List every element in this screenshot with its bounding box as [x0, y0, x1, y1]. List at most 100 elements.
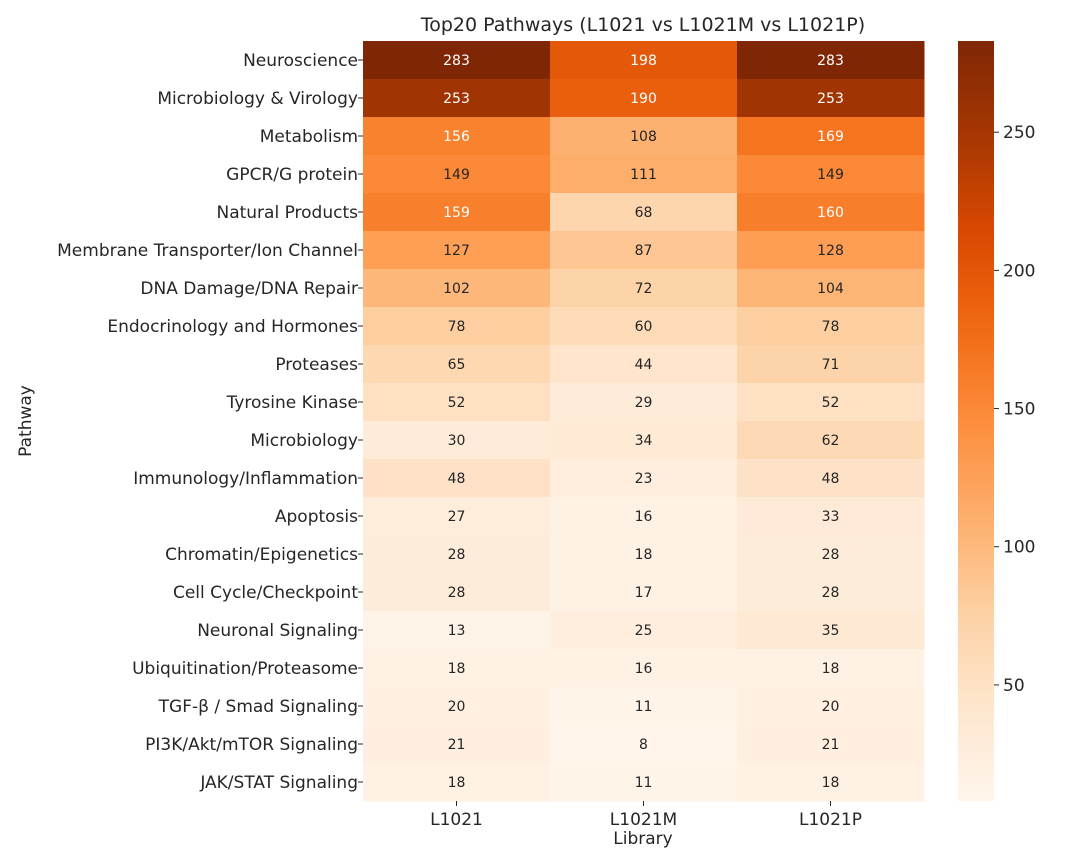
cell-value-label: 253: [443, 91, 470, 107]
cell-value-label: 18: [822, 775, 840, 791]
heatmap-cell: [737, 421, 925, 460]
heatmap-cell: [363, 459, 551, 498]
y-tick-label: GPCR/G protein: [226, 165, 358, 185]
heatmap-cell: [550, 117, 738, 156]
cell-value-label: 48: [448, 471, 466, 487]
heatmap-cell: [363, 649, 551, 688]
heatmap-cell: [737, 193, 925, 232]
heatmap-cell: [737, 117, 925, 156]
cell-value-label: 11: [635, 699, 653, 715]
heatmap-cell: [737, 155, 925, 194]
cell-value-label: 18: [448, 775, 466, 791]
y-tick-label: PI3K/Akt/mTOR Signaling: [145, 735, 358, 755]
x-tick-label: L1021: [430, 810, 483, 830]
y-tick-label: Membrane Transporter/Ion Channel: [57, 241, 358, 261]
y-tick-label: Chromatin/Epigenetics: [165, 545, 358, 565]
heatmap-cell: [363, 269, 551, 308]
cell-value-label: 28: [822, 547, 840, 563]
heatmap-cell: [737, 687, 925, 726]
heatmap-cell: [363, 307, 551, 346]
cell-value-label: 102: [443, 281, 470, 297]
colorbar-tick-label: 50: [1003, 676, 1025, 696]
cell-value-label: 18: [635, 547, 653, 563]
heatmap-cell: [737, 535, 925, 574]
y-tick-label: Apoptosis: [275, 507, 358, 527]
heatmap-cell: [363, 535, 551, 574]
y-tick-labels: Neuroscience Microbiology & Virology Metab…: [57, 51, 363, 793]
cell-value-label: 111: [630, 167, 657, 183]
colorbar-tick-label: 250: [1003, 123, 1035, 143]
cell-value-label: 104: [817, 281, 844, 297]
cell-value-label: 52: [822, 395, 840, 411]
heatmap-cell: [363, 573, 551, 612]
cell-value-label: 11: [635, 775, 653, 791]
y-tick-label: Immunology/Inflammation: [133, 469, 358, 489]
cell-value-label: 16: [635, 661, 653, 677]
cell-value-label: 149: [817, 167, 844, 183]
cell-value-label: 78: [448, 319, 466, 335]
cell-value-label: 23: [635, 471, 653, 487]
heatmap-cell: [363, 345, 551, 384]
cell-value-label: 20: [822, 699, 840, 715]
heatmap-cell: [737, 383, 925, 422]
cell-value-label: 20: [448, 699, 466, 715]
cell-value-label: 127: [443, 243, 470, 259]
heatmap-cell: [550, 193, 738, 232]
cell-value-label: 30: [448, 433, 466, 449]
cell-value-label: 27: [448, 509, 466, 525]
heatmap-cell: [737, 345, 925, 384]
cell-value-label: 71: [822, 357, 840, 373]
x-tick-label: L1021M: [610, 810, 677, 830]
y-tick-label: Endocrinology and Hormones: [107, 317, 358, 337]
y-tick-label: Neuronal Signaling: [197, 621, 358, 641]
heatmap-cell: [363, 497, 551, 536]
heatmap-cell: [363, 117, 551, 156]
x-axis-label: Library: [613, 829, 672, 849]
cell-value-label: 253: [817, 91, 844, 107]
y-tick-label: DNA Damage/DNA Repair: [140, 279, 358, 299]
heatmap-cell: [363, 725, 551, 764]
cell-value-label: 108: [630, 129, 657, 145]
cell-value-label: 28: [822, 585, 840, 601]
cell-value-label: 283: [443, 53, 470, 69]
cell-value-label: 28: [448, 585, 466, 601]
heatmap-cell: [737, 611, 925, 650]
cell-value-label: 198: [630, 53, 657, 69]
heatmap-cell: [550, 231, 738, 270]
heatmap-cell: [550, 269, 738, 308]
heatmap-cell: [737, 725, 925, 764]
cell-value-label: 52: [448, 395, 466, 411]
colorbar-tick-label: 100: [1003, 538, 1035, 558]
colorbar: [958, 41, 994, 801]
heatmap-cell: [550, 497, 738, 536]
colorbar-ticks: 50 100 150 200 250: [994, 123, 1035, 696]
heatmap-cell: [550, 345, 738, 384]
cell-value-label: 62: [822, 433, 840, 449]
cell-value-label: 44: [635, 357, 653, 373]
heatmap-cell: [550, 535, 738, 574]
cell-value-label: 48: [822, 471, 840, 487]
heatmap-cell: [737, 763, 925, 802]
x-tick-label: L1021P: [799, 810, 862, 830]
heatmap-cell: [550, 687, 738, 726]
y-tick-label: Cell Cycle/Checkpoint: [173, 583, 358, 603]
x-tick-labels: L1021 L1021M L1021P: [430, 801, 862, 830]
heatmap-cell: [737, 269, 925, 308]
heatmap-cell: [363, 687, 551, 726]
cell-value-label: 169: [817, 129, 844, 145]
cell-value-label: 283: [817, 53, 844, 69]
heatmap-cell: [363, 155, 551, 194]
cell-value-label: 35: [822, 623, 840, 639]
cell-value-label: 18: [448, 661, 466, 677]
heatmap-cell: [550, 649, 738, 688]
y-tick-label: Tyrosine Kinase: [226, 393, 358, 413]
cell-value-label: 17: [635, 585, 653, 601]
y-tick-label: Microbiology: [250, 431, 358, 451]
heatmap-cell: [550, 573, 738, 612]
heatmap-cell: [737, 41, 925, 80]
heatmap-cell: [363, 193, 551, 232]
heatmap-cell: [550, 763, 738, 802]
cell-value-label: 18: [822, 661, 840, 677]
y-axis-label: Pathway: [16, 385, 36, 457]
